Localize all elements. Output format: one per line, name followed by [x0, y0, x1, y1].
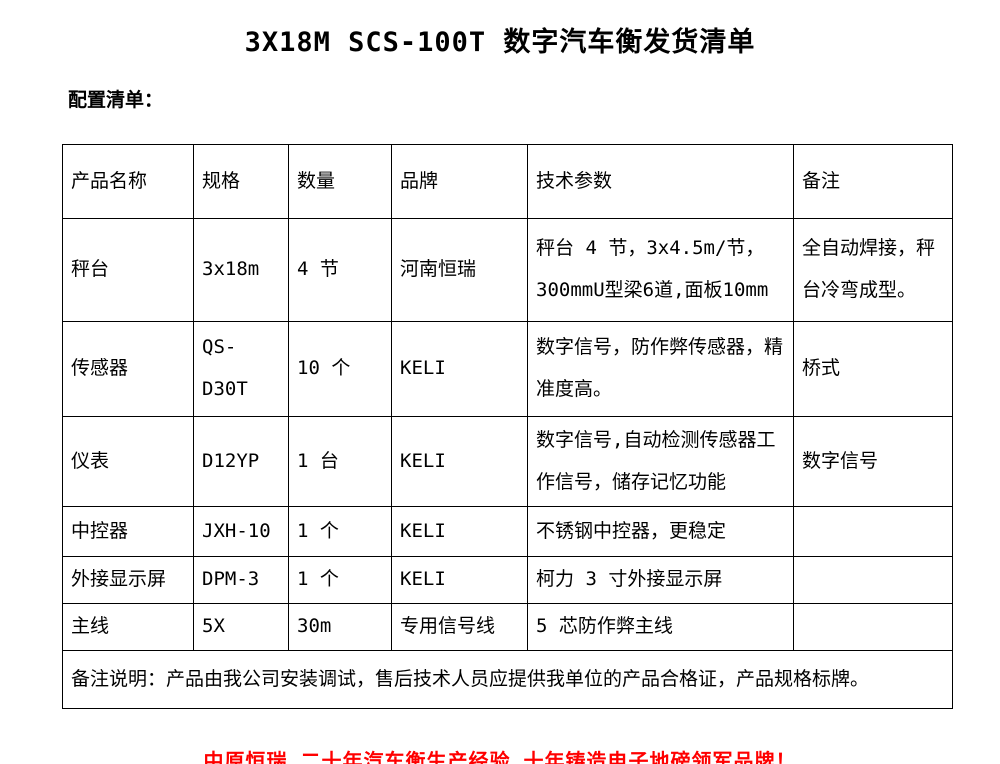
table-row: 中控器 JXH-10 1 个 KELI 不锈钢中控器，更稳定: [62, 506, 953, 557]
header-product-name: 产品名称: [62, 144, 194, 219]
config-table: 产品名称 规格 数量 品牌 技术参数 备注 秤台 3x18m 4 节河南恒瑞 秤台 4…: [62, 144, 953, 709]
header-spec: 规格: [193, 144, 289, 219]
cell-name: 外接显示屏: [62, 556, 194, 604]
cell-name: 仪表: [62, 416, 194, 507]
cell-name: 秤台: [62, 218, 194, 322]
cell-qty: 1 个: [288, 556, 392, 604]
header-note: 备注: [793, 144, 953, 219]
header-brand: 品牌: [391, 144, 528, 219]
cell-spec: 3x18m: [193, 218, 289, 322]
cell-qty: 1 个: [288, 506, 392, 557]
cell-name: 中控器: [62, 506, 194, 557]
table-row: 仪表 D12YP 1 台 KELI 数字信号,自动检测传感器工作信号，储存记忆功能 数字信…: [62, 416, 953, 507]
remark-row: 备注说明：产品由我公司安装调试，售后技术人员应提供我单位的产品合格证，产品规格标…: [62, 650, 953, 709]
cell-spec: DPM-3: [193, 556, 289, 604]
cell-tech: 不锈钢中控器，更稳定: [527, 506, 794, 557]
table-header-row: 产品名称 规格 数量 品牌 技术参数 备注: [62, 144, 953, 219]
cell-note: [793, 603, 953, 651]
cell-brand: 河南恒瑞: [391, 218, 528, 322]
page-title: 3X18M SCS-100T 数字汽车衡发货清单: [244, 27, 756, 58]
cell-brand: KELI: [391, 556, 528, 604]
cell-note: [793, 506, 953, 557]
cell-tech: 秤台 4 节，3x4.5m/节，300mmU型梁6道,面板10mm: [527, 218, 794, 322]
company-slogan: 中原恒瑞 二十年汽车衡生产经验 十年铸造电子地磅领军品牌！: [203, 749, 797, 764]
cell-spec: D12YP: [193, 416, 289, 507]
cell-qty: 1 台: [288, 416, 392, 507]
cell-brand: KELI: [391, 321, 528, 417]
header-quantity: 数量: [288, 144, 392, 219]
cell-note: 桥式: [793, 321, 953, 417]
cell-brand: KELI: [391, 416, 528, 507]
table-row: 秤台 3x18m 4 节河南恒瑞 秤台 4 节，3x4.5m/节，300mmU型梁6道…: [62, 218, 953, 322]
cell-qty: 4 节: [288, 218, 392, 322]
table-row: 主线 5X 30m 专用信号线 5 芯防作弊主线: [62, 603, 953, 651]
header-tech-params: 技术参数: [527, 144, 794, 219]
cell-name: 传感器: [62, 321, 194, 417]
cell-note: 全自动焊接，秤台冷弯成型。: [793, 218, 953, 322]
config-list-label: 配置清单：: [68, 89, 164, 111]
table-row: 传感器 QS-D30T 10 个 KELI 数字信号，防作弊传感器，精准度高。 桥式: [62, 321, 953, 417]
cell-brand: KELI: [391, 506, 528, 557]
cell-tech: 柯力 3 寸外接显示屏: [527, 556, 794, 604]
cell-qty: 10 个: [288, 321, 392, 417]
cell-tech: 数字信号,自动检测传感器工作信号，储存记忆功能: [527, 416, 794, 507]
cell-name: 主线: [62, 603, 194, 651]
table-body: 秤台 3x18m 4 节河南恒瑞 秤台 4 节，3x4.5m/节，300mmU型梁6道…: [62, 218, 953, 651]
table-row: 外接显示屏 DPM-3 1 个 KELI 柯力 3 寸外接显示屏: [62, 556, 953, 604]
cell-spec: 5X: [193, 603, 289, 651]
cell-spec: JXH-10: [193, 506, 289, 557]
cell-note: 数字信号: [793, 416, 953, 507]
cell-spec: QS-D30T: [193, 321, 289, 417]
cell-tech: 5 芯防作弊主线: [527, 603, 794, 651]
cell-tech: 数字信号，防作弊传感器，精准度高。: [527, 321, 794, 417]
remark-cell: 备注说明：产品由我公司安装调试，售后技术人员应提供我单位的产品合格证，产品规格标…: [62, 650, 953, 709]
cell-note: [793, 556, 953, 604]
cell-brand: 专用信号线: [391, 603, 528, 651]
cell-qty: 30m: [288, 603, 392, 651]
